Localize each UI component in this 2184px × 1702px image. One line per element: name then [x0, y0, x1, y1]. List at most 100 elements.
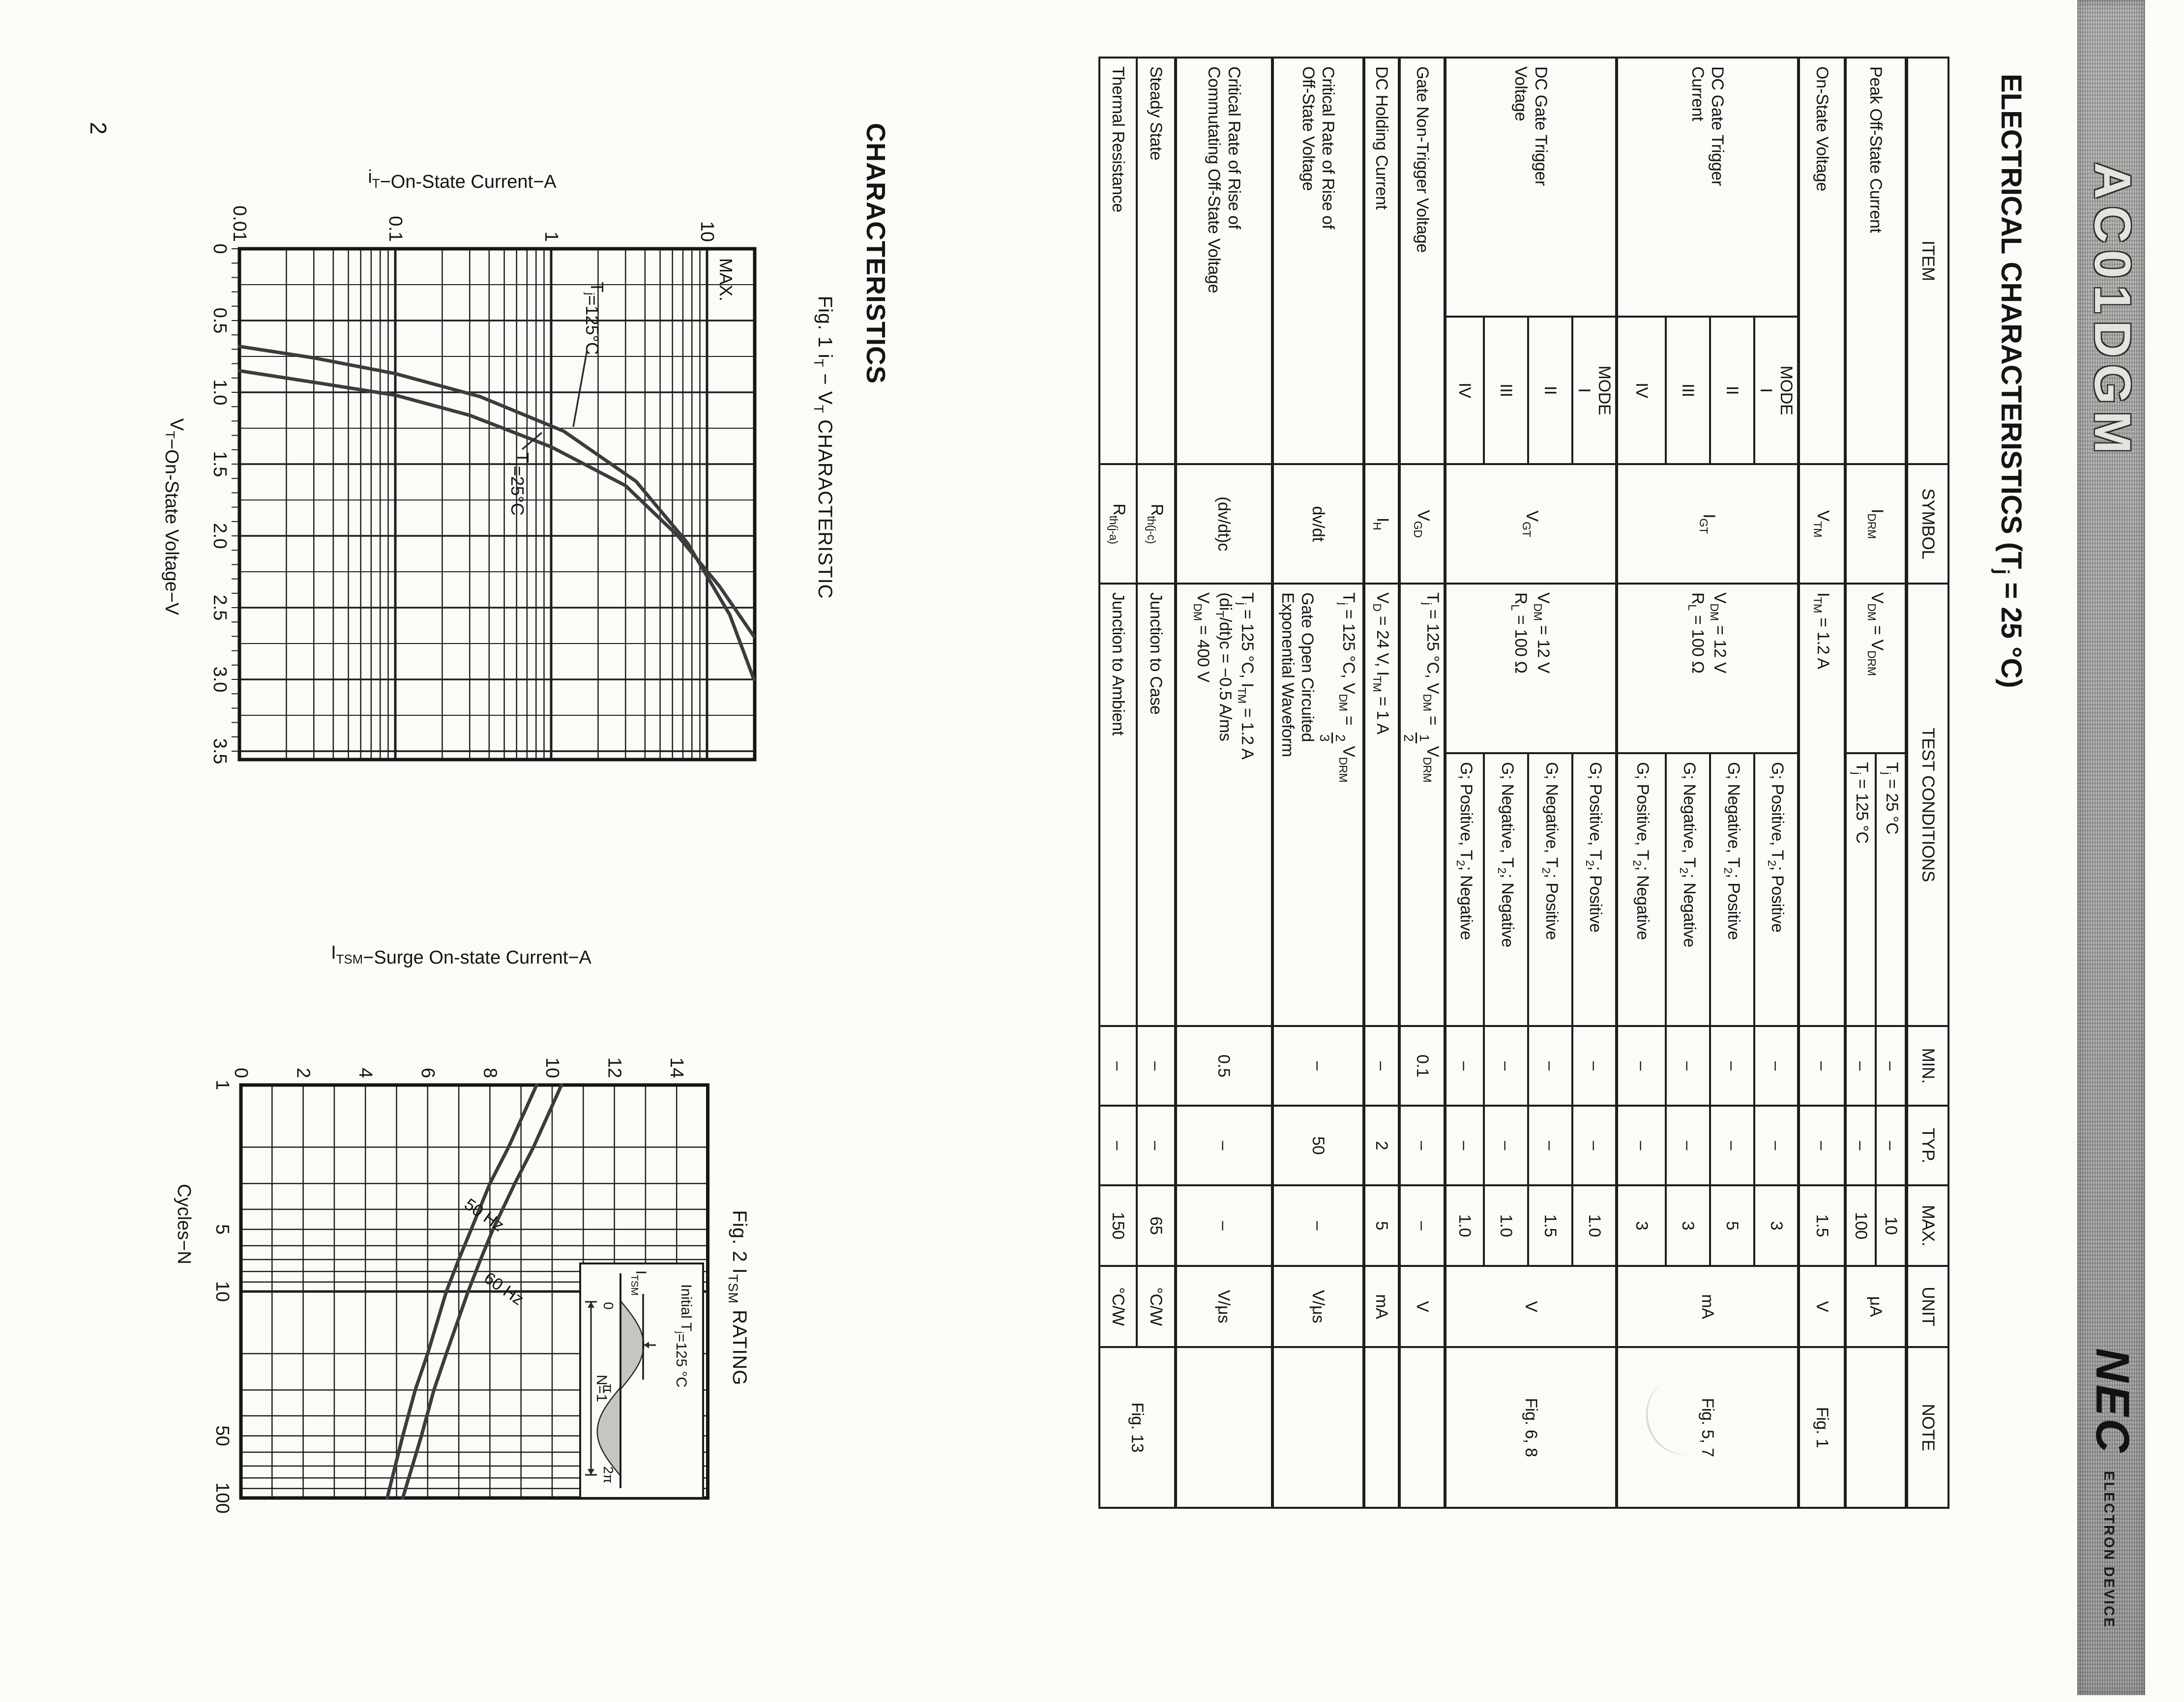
table-cell: –: [1528, 1026, 1572, 1106]
table-cell: –: [1617, 1026, 1666, 1106]
svg-text:12: 12: [604, 1057, 625, 1078]
svg-text:1.0: 1.0: [209, 380, 230, 406]
svg-text:Cycles−N: Cycles−N: [174, 1184, 194, 1264]
fig1-it-vt-characteristic-chart: 0.01 0.1 1 10 0 0.5 1.0 1.5 2.0 2.5 3.0 3.5 VT−On-St…: [114, 157, 788, 826]
svg-text:100: 100: [212, 1482, 233, 1513]
table-cell: IV: [1617, 317, 1666, 464]
table-cell: Tj = 125 °C, VDM = 1 2 VDRM: [1399, 584, 1445, 1027]
table-cell: III: [1666, 317, 1710, 464]
table-cell: 2: [1363, 1106, 1399, 1186]
table-cell: Rth(j-a): [1099, 464, 1137, 584]
table-row: DC Gate Trigger Voltage MODE I VGT VDM = 1…: [1445, 58, 1617, 1508]
svg-text:N=1: N=1: [593, 1375, 610, 1402]
page-number: 2: [86, 122, 111, 135]
svg-text:10: 10: [697, 221, 717, 242]
col-header-symbol: SYMBOL: [1907, 464, 1948, 584]
svg-text:π: π: [601, 1383, 616, 1393]
table-cell: Fig. 1: [1799, 1347, 1845, 1508]
svg-text:0.01: 0.01: [229, 205, 250, 242]
table-cell: –: [1136, 1026, 1176, 1106]
table-cell: II: [1528, 317, 1572, 464]
table-cell: Gate Non-Trigger Voltage: [1399, 58, 1445, 464]
svg-text:Tj=125°C: Tj=125°C: [582, 282, 607, 355]
table-cell: Rth(j-c): [1136, 464, 1176, 584]
svg-text:Tj=25°C: Tj=25°C: [507, 452, 532, 516]
table-cell: mA: [1363, 1266, 1399, 1348]
table-cell: Tj = 25 °C: [1876, 753, 1907, 1027]
table-cell: –: [1484, 1106, 1528, 1186]
brand-subtitle: ELECTRON DEVICE: [2101, 1471, 2117, 1629]
table-cell: μA: [1845, 1266, 1907, 1348]
svg-text:ITSM: ITSM: [629, 1270, 649, 1295]
table-cell: VDM = 12 V RL = 100 Ω: [1617, 584, 1799, 753]
table-cell: Tj = 125 °C, ITM = 1.2 A (diT/dt)c = −0.5…: [1175, 584, 1272, 1027]
table-cell: –: [1528, 1106, 1572, 1186]
table-cell: –: [1799, 1026, 1845, 1106]
table-cell: –: [1710, 1106, 1754, 1186]
table-cell: –: [1175, 1185, 1272, 1266]
table-cell: ITM = 1.2 A: [1799, 584, 1845, 1027]
svg-text:6: 6: [417, 1068, 438, 1078]
table-cell: G; Positive, T2; Positive: [1572, 753, 1617, 1027]
table-cell: 3: [1754, 1185, 1799, 1266]
table-row: Critical Rate of Rise of Off-State Voltag…: [1272, 58, 1364, 1508]
table-cell: VTM: [1799, 464, 1845, 584]
table-cell: Steady State: [1136, 58, 1176, 464]
table-cell: –: [1445, 1106, 1484, 1186]
table-cell: 1.0: [1484, 1185, 1528, 1266]
table-cell: IGT: [1617, 464, 1799, 584]
table-cell: –: [1445, 1026, 1484, 1106]
table-cell: –: [1845, 1106, 1876, 1186]
table-cell: °C/W: [1136, 1266, 1176, 1348]
table-cell: Junction to Case: [1136, 584, 1176, 1027]
table-cell: Junction to Ambient: [1099, 584, 1137, 1027]
table-cell: 100: [1845, 1185, 1876, 1266]
table-cell: G; Negative, T2; Positive: [1528, 753, 1572, 1027]
table-row: DC Holding Current IH VD = 24 V, ITM = 1…: [1363, 58, 1399, 1508]
table-cell: –: [1099, 1106, 1137, 1186]
table-cell: –: [1666, 1026, 1710, 1106]
table-cell: 5: [1710, 1185, 1754, 1266]
table-row: Steady State Rth(j-c) Junction to Case –…: [1099, 58, 1176, 1508]
table-cell: DC Holding Current: [1363, 58, 1399, 464]
col-header-note: NOTE: [1907, 1347, 1948, 1508]
table-cell: Tj = 125 °C: [1845, 753, 1876, 1027]
table-cell: IV: [1445, 317, 1484, 464]
table-row: Gate Non-Trigger Voltage VGD Tj = 125 °C…: [1399, 58, 1445, 1508]
table-cell: G; Negative, T2; Negative: [1666, 753, 1710, 1027]
svg-text:0: 0: [601, 1302, 616, 1310]
svg-text:2.0: 2.0: [209, 523, 230, 549]
table-cell: V: [1445, 1266, 1617, 1348]
svg-text:0.1: 0.1: [385, 216, 406, 242]
table-cell: 65: [1136, 1185, 1176, 1266]
table-cell: 0.1: [1399, 1026, 1445, 1106]
table-cell: DC Gate Trigger Voltage: [1445, 58, 1617, 317]
table-row: Critical Rate of Rise of Commutating Off-…: [1175, 58, 1272, 1508]
table-cell: 0.5: [1175, 1026, 1272, 1106]
table-cell: dv/dt: [1272, 464, 1364, 584]
col-header-conditions: TEST CONDITIONS: [1907, 584, 1948, 1027]
table-cell: –: [1799, 1106, 1845, 1186]
table-cell: IDRM: [1845, 464, 1907, 584]
table-cell: V/μs: [1272, 1266, 1364, 1348]
table-cell: Peak Off-State Current: [1845, 58, 1907, 464]
table-cell: –: [1399, 1185, 1445, 1266]
svg-text:ITSM−Surge On-state Current−A: ITSM−Surge On-state Current−A: [331, 942, 591, 968]
table-cell: VGD: [1399, 464, 1445, 584]
table-cell: II: [1710, 317, 1754, 464]
svg-text:10: 10: [212, 1281, 233, 1302]
fig2-itsm-rating-chart: 1 5 10 50 100 0 2 4 6 8 10 12 14 Cycles−N ITSM−Surge O…: [85, 919, 738, 1568]
table-cell: MODE I: [1572, 317, 1617, 464]
table-cell: –: [1272, 1185, 1364, 1266]
table-cell: –: [1175, 1106, 1272, 1186]
svg-text:MAX.: MAX.: [716, 258, 736, 301]
col-header-typ: TYP.: [1907, 1106, 1948, 1186]
svg-text:2π: 2π: [601, 1467, 616, 1484]
table-cell: 150: [1099, 1185, 1137, 1266]
table-cell: V: [1799, 1266, 1845, 1348]
table-cell: 3: [1666, 1185, 1710, 1266]
svg-text:1.5: 1.5: [209, 451, 230, 477]
table-cell: –: [1572, 1026, 1617, 1106]
table-row: On-State Voltage VTM ITM = 1.2 A – – 1.5…: [1799, 58, 1845, 1508]
